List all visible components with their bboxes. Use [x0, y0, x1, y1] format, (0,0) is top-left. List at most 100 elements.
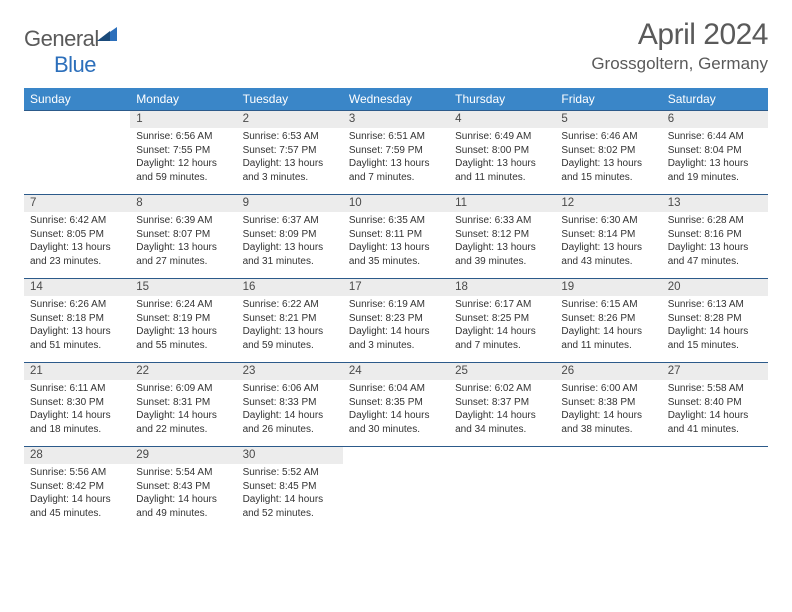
location-label: Grossgoltern, Germany	[591, 54, 768, 74]
day-cell: 26Sunrise: 6:00 AMSunset: 8:38 PMDayligh…	[555, 362, 661, 446]
day-header: Saturday	[662, 88, 768, 110]
day-cell: 9Sunrise: 6:37 AMSunset: 8:09 PMDaylight…	[237, 194, 343, 278]
day-cell: 8Sunrise: 6:39 AMSunset: 8:07 PMDaylight…	[130, 194, 236, 278]
day-number: 7	[24, 194, 130, 212]
day-details: Sunrise: 6:30 AMSunset: 8:14 PMDaylight:…	[555, 212, 661, 272]
day-details: Sunrise: 6:33 AMSunset: 8:12 PMDaylight:…	[449, 212, 555, 272]
logo-word2: Blue	[54, 52, 96, 77]
day-details: Sunrise: 6:42 AMSunset: 8:05 PMDaylight:…	[24, 212, 130, 272]
sunset-text: Sunset: 8:00 PM	[455, 144, 549, 158]
sunrise-text: Sunrise: 6:42 AM	[30, 214, 124, 228]
sunrise-text: Sunrise: 6:56 AM	[136, 130, 230, 144]
sunrise-text: Sunrise: 6:19 AM	[349, 298, 443, 312]
day-details: Sunrise: 6:56 AMSunset: 7:55 PMDaylight:…	[130, 128, 236, 188]
logo-text: General Blue	[24, 26, 117, 78]
day-number: 27	[662, 362, 768, 380]
day-cell: 21Sunrise: 6:11 AMSunset: 8:30 PMDayligh…	[24, 362, 130, 446]
day-cell: 27Sunrise: 5:58 AMSunset: 8:40 PMDayligh…	[662, 362, 768, 446]
day-cell: 25Sunrise: 6:02 AMSunset: 8:37 PMDayligh…	[449, 362, 555, 446]
sunrise-text: Sunrise: 5:58 AM	[668, 382, 762, 396]
daylight-text: Daylight: 14 hours and 30 minutes.	[349, 409, 443, 436]
day-cell: 17Sunrise: 6:19 AMSunset: 8:23 PMDayligh…	[343, 278, 449, 362]
daylight-text: Daylight: 13 hours and 51 minutes.	[30, 325, 124, 352]
sunrise-text: Sunrise: 5:54 AM	[136, 466, 230, 480]
day-header: Friday	[555, 88, 661, 110]
sunset-text: Sunset: 8:37 PM	[455, 396, 549, 410]
daylight-text: Daylight: 13 hours and 27 minutes.	[136, 241, 230, 268]
sunset-text: Sunset: 8:12 PM	[455, 228, 549, 242]
sunrise-text: Sunrise: 6:53 AM	[243, 130, 337, 144]
sunset-text: Sunset: 8:25 PM	[455, 312, 549, 326]
sunset-text: Sunset: 8:16 PM	[668, 228, 762, 242]
day-cell: 3Sunrise: 6:51 AMSunset: 7:59 PMDaylight…	[343, 110, 449, 194]
week-row: 14Sunrise: 6:26 AMSunset: 8:18 PMDayligh…	[24, 278, 768, 362]
day-cell: 30Sunrise: 5:52 AMSunset: 8:45 PMDayligh…	[237, 446, 343, 530]
day-number: 8	[130, 194, 236, 212]
daylight-text: Daylight: 14 hours and 22 minutes.	[136, 409, 230, 436]
sunrise-text: Sunrise: 6:35 AM	[349, 214, 443, 228]
day-details: Sunrise: 6:37 AMSunset: 8:09 PMDaylight:…	[237, 212, 343, 272]
sunrise-text: Sunrise: 6:46 AM	[561, 130, 655, 144]
daylight-text: Daylight: 14 hours and 7 minutes.	[455, 325, 549, 352]
day-number: 25	[449, 362, 555, 380]
month-title: April 2024	[591, 18, 768, 52]
day-number: 4	[449, 110, 555, 128]
daylight-text: Daylight: 14 hours and 45 minutes.	[30, 493, 124, 520]
sunrise-text: Sunrise: 6:24 AM	[136, 298, 230, 312]
day-details: Sunrise: 6:35 AMSunset: 8:11 PMDaylight:…	[343, 212, 449, 272]
day-number: 6	[662, 110, 768, 128]
day-cell: 2Sunrise: 6:53 AMSunset: 7:57 PMDaylight…	[237, 110, 343, 194]
day-number: 16	[237, 278, 343, 296]
logo-word1: General	[24, 26, 99, 51]
week-row: 21Sunrise: 6:11 AMSunset: 8:30 PMDayligh…	[24, 362, 768, 446]
day-number	[449, 446, 555, 464]
sunset-text: Sunset: 8:45 PM	[243, 480, 337, 494]
day-cell: 4Sunrise: 6:49 AMSunset: 8:00 PMDaylight…	[449, 110, 555, 194]
day-number	[662, 446, 768, 464]
daylight-text: Daylight: 13 hours and 55 minutes.	[136, 325, 230, 352]
daylight-text: Daylight: 13 hours and 7 minutes.	[349, 157, 443, 184]
day-cell: 20Sunrise: 6:13 AMSunset: 8:28 PMDayligh…	[662, 278, 768, 362]
day-number: 9	[237, 194, 343, 212]
sunrise-text: Sunrise: 5:52 AM	[243, 466, 337, 480]
day-number: 22	[130, 362, 236, 380]
sunset-text: Sunset: 8:31 PM	[136, 396, 230, 410]
day-details: Sunrise: 6:02 AMSunset: 8:37 PMDaylight:…	[449, 380, 555, 440]
day-number: 18	[449, 278, 555, 296]
sunset-text: Sunset: 8:19 PM	[136, 312, 230, 326]
daylight-text: Daylight: 13 hours and 11 minutes.	[455, 157, 549, 184]
day-header: Thursday	[449, 88, 555, 110]
sunset-text: Sunset: 8:23 PM	[349, 312, 443, 326]
daylight-text: Daylight: 14 hours and 41 minutes.	[668, 409, 762, 436]
sunrise-text: Sunrise: 6:51 AM	[349, 130, 443, 144]
daylight-text: Daylight: 14 hours and 3 minutes.	[349, 325, 443, 352]
day-number: 13	[662, 194, 768, 212]
daylight-text: Daylight: 14 hours and 38 minutes.	[561, 409, 655, 436]
week-row: 28Sunrise: 5:56 AMSunset: 8:42 PMDayligh…	[24, 446, 768, 530]
sunrise-text: Sunrise: 6:39 AM	[136, 214, 230, 228]
day-number: 24	[343, 362, 449, 380]
daylight-text: Daylight: 14 hours and 49 minutes.	[136, 493, 230, 520]
daylight-text: Daylight: 13 hours and 39 minutes.	[455, 241, 549, 268]
day-number: 3	[343, 110, 449, 128]
day-details: Sunrise: 6:00 AMSunset: 8:38 PMDaylight:…	[555, 380, 661, 440]
daylight-text: Daylight: 13 hours and 3 minutes.	[243, 157, 337, 184]
day-details: Sunrise: 6:15 AMSunset: 8:26 PMDaylight:…	[555, 296, 661, 356]
sunrise-text: Sunrise: 6:44 AM	[668, 130, 762, 144]
day-details: Sunrise: 5:58 AMSunset: 8:40 PMDaylight:…	[662, 380, 768, 440]
day-header-row: Sunday Monday Tuesday Wednesday Thursday…	[24, 88, 768, 110]
sunrise-text: Sunrise: 6:02 AM	[455, 382, 549, 396]
daylight-text: Daylight: 13 hours and 43 minutes.	[561, 241, 655, 268]
sunset-text: Sunset: 8:05 PM	[30, 228, 124, 242]
logo-triangle-icon	[97, 27, 117, 43]
sunrise-text: Sunrise: 6:06 AM	[243, 382, 337, 396]
day-cell: 19Sunrise: 6:15 AMSunset: 8:26 PMDayligh…	[555, 278, 661, 362]
sunrise-text: Sunrise: 6:33 AM	[455, 214, 549, 228]
day-details: Sunrise: 6:09 AMSunset: 8:31 PMDaylight:…	[130, 380, 236, 440]
daylight-text: Daylight: 13 hours and 19 minutes.	[668, 157, 762, 184]
day-details: Sunrise: 6:22 AMSunset: 8:21 PMDaylight:…	[237, 296, 343, 356]
day-details: Sunrise: 6:49 AMSunset: 8:00 PMDaylight:…	[449, 128, 555, 188]
day-number: 26	[555, 362, 661, 380]
title-block: April 2024 Grossgoltern, Germany	[591, 18, 768, 74]
calendar-body: 1Sunrise: 6:56 AMSunset: 7:55 PMDaylight…	[24, 110, 768, 530]
